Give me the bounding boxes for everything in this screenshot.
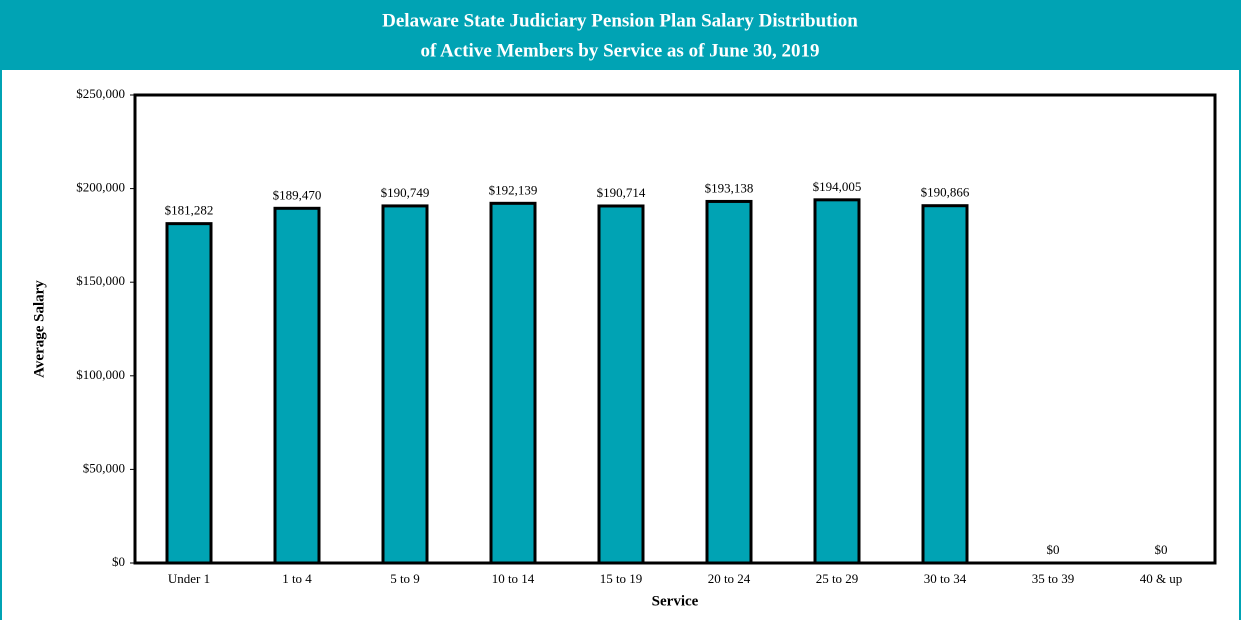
x-tick-label: 1 to 4 — [282, 571, 312, 586]
y-tick-label: $200,000 — [76, 180, 125, 195]
x-tick-label: 25 to 29 — [816, 571, 859, 586]
value-label: $189,470 — [273, 187, 322, 202]
value-label: $0 — [1155, 542, 1168, 557]
bar — [705, 199, 753, 565]
chart-title: of Active Members by Service as of June … — [421, 40, 820, 61]
bar — [273, 206, 321, 565]
bar — [489, 201, 537, 565]
x-tick-label: 35 to 39 — [1032, 571, 1075, 586]
value-label: $0 — [1047, 542, 1060, 557]
x-axis-label: Service — [652, 593, 699, 609]
value-label: $190,749 — [381, 185, 430, 200]
value-label: $192,139 — [489, 182, 538, 197]
y-axis-label: Average Salary — [31, 280, 47, 378]
x-tick-label: 5 to 9 — [390, 571, 420, 586]
y-tick-label: $250,000 — [76, 86, 125, 101]
x-tick-label: 30 to 34 — [924, 571, 967, 586]
y-tick-label: $150,000 — [76, 273, 125, 288]
chart-title: Delaware State Judiciary Pension Plan Sa… — [382, 10, 858, 31]
value-label: $190,714 — [597, 185, 646, 200]
bar — [921, 204, 969, 565]
bar — [165, 222, 213, 565]
y-tick-label: $100,000 — [76, 367, 125, 382]
value-label: $193,138 — [705, 180, 754, 195]
x-tick-label: 20 to 24 — [708, 571, 751, 586]
bar — [381, 204, 429, 565]
value-label: $181,282 — [165, 203, 214, 218]
x-tick-label: 10 to 14 — [492, 571, 535, 586]
x-tick-label: 15 to 19 — [600, 571, 643, 586]
y-tick-label: $0 — [112, 554, 125, 569]
value-label: $190,866 — [921, 185, 970, 200]
y-tick-label: $50,000 — [83, 460, 125, 475]
x-tick-label: 40 & up — [1140, 571, 1183, 586]
bar — [597, 204, 645, 565]
header-band — [0, 0, 1241, 70]
value-label: $194,005 — [813, 179, 862, 194]
plot-border — [133, 93, 1217, 565]
x-tick-label: Under 1 — [168, 571, 210, 586]
bar — [813, 198, 861, 565]
